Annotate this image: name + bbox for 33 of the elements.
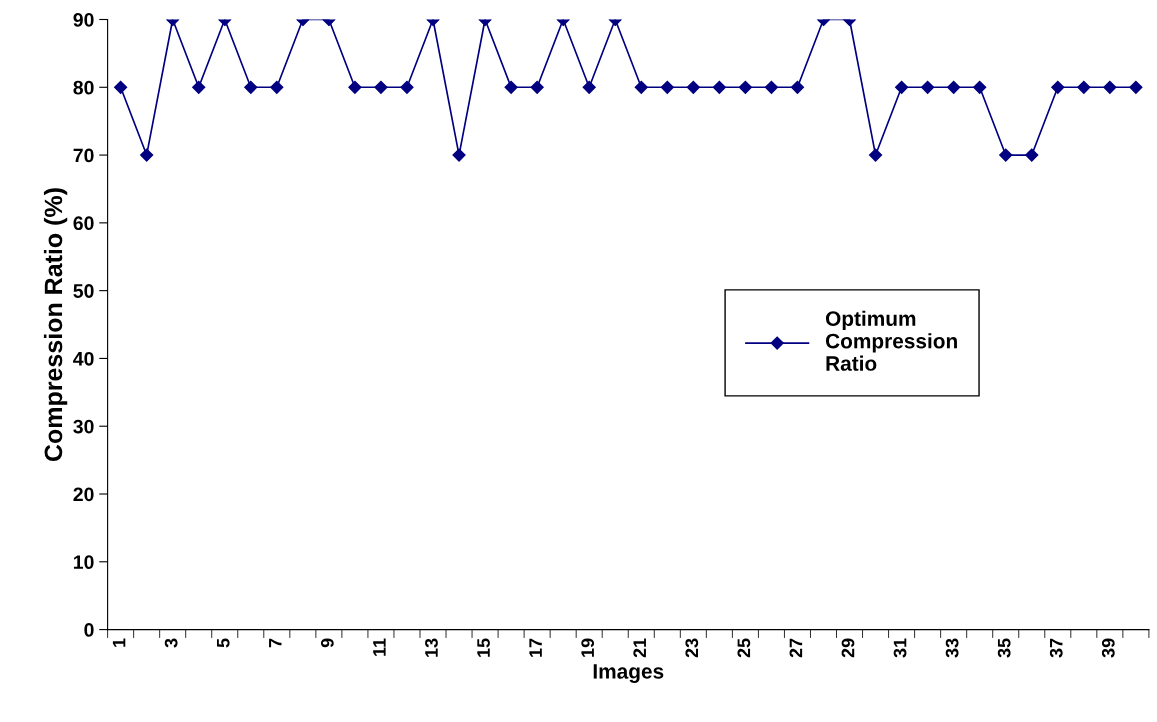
x-tick-label: 17 [529, 638, 542, 657]
y-tick-label: 0 [84, 623, 94, 637]
x-tick-label: 11 [373, 638, 386, 656]
x-tick-label: 15 [477, 638, 490, 657]
x-axis-title: Images [593, 664, 664, 683]
x-tick-label: 25 [737, 638, 751, 658]
x-tick-label: 33 [945, 638, 959, 658]
y-tick-label: 10 [74, 555, 94, 570]
y-tick-label: 60 [73, 216, 94, 231]
x-tick-label: 21 [633, 638, 646, 658]
x-tick-label: 37 [1049, 638, 1063, 658]
y-tick-label: 20 [73, 487, 94, 502]
x-tick-label: 23 [685, 638, 699, 658]
y-axis-title: Compression Ratio (%) [43, 188, 68, 462]
y-tick-label: 50 [73, 284, 94, 298]
x-tick-label: 1 [112, 638, 126, 647]
x-tick-label: 9 [320, 638, 334, 648]
y-tick-label: 40 [73, 351, 94, 366]
x-tick-label: 5 [216, 638, 230, 648]
x-tick-label: 31 [893, 638, 907, 658]
y-tick-label: 90 [73, 12, 94, 27]
x-tick-label: 13 [425, 638, 438, 657]
x-tick-label: 27 [789, 638, 803, 658]
x-tick-label: 35 [997, 638, 1011, 658]
x-tick-label: 39 [1101, 638, 1115, 658]
legend-label: Optimum Compression Ratio [825, 310, 957, 371]
x-tick-label: 3 [164, 638, 178, 648]
x-tick-label: 19 [581, 638, 595, 657]
y-tick-label: 80 [73, 80, 94, 95]
x-tick-label: 29 [841, 638, 855, 658]
y-tick-label: 30 [73, 419, 94, 434]
x-tick-label: 7 [269, 638, 282, 648]
y-tick-label: 70 [73, 148, 94, 163]
